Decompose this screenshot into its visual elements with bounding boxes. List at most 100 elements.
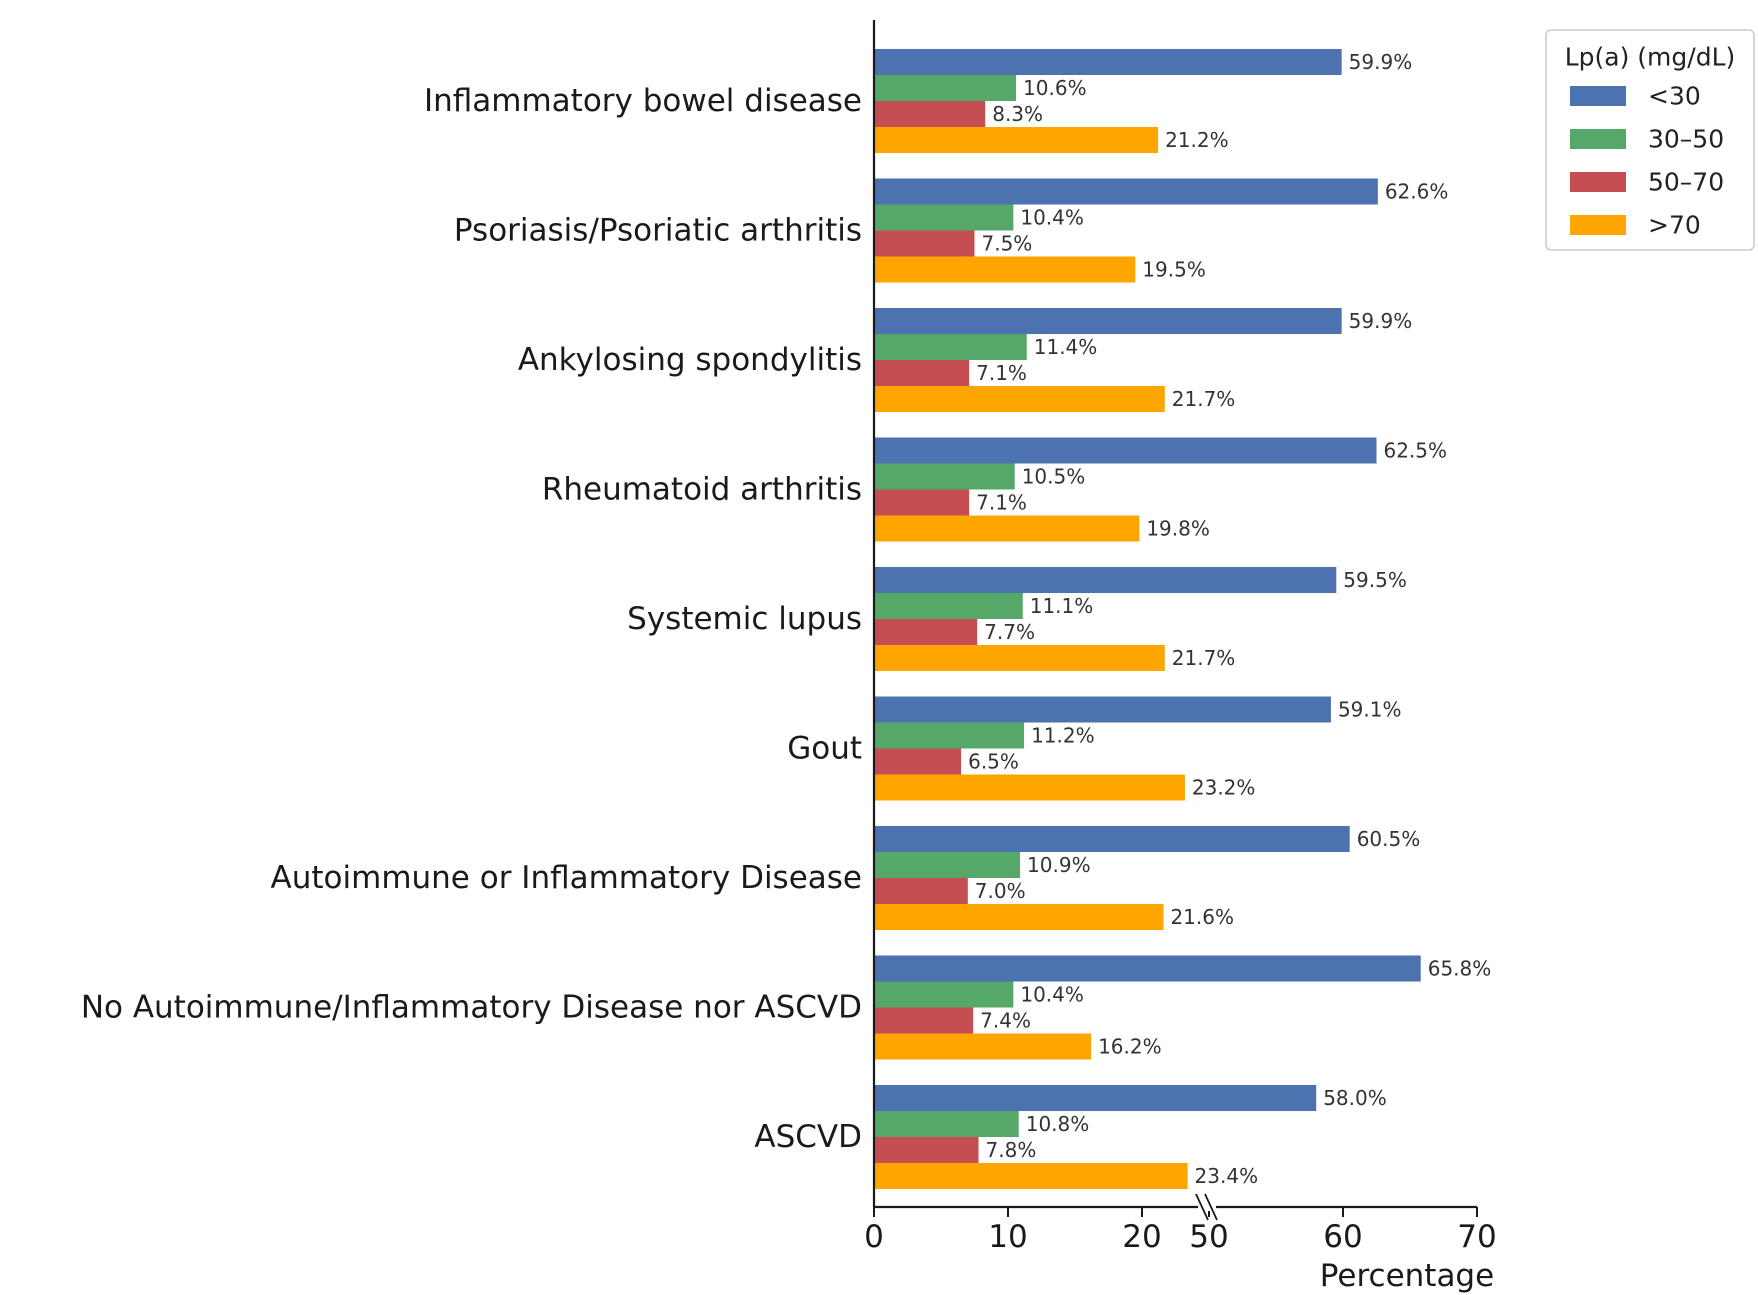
category-label: Psoriasis/Psoriatic arthritis: [454, 213, 862, 249]
bar: [874, 463, 1015, 490]
bar: [874, 230, 975, 257]
x-axis-title: Percentage: [1320, 1258, 1494, 1294]
bar: [874, 101, 986, 127]
bar: [874, 722, 1025, 749]
bar-value-label: 7.7%: [984, 620, 1035, 644]
x-tick-label: 70: [1457, 1219, 1496, 1255]
bar-value-label: 7.1%: [976, 491, 1027, 515]
bar-value-label: 10.5%: [1022, 465, 1086, 489]
bar-value-label: 7.1%: [976, 361, 1027, 385]
bar-value-label: 59.1%: [1338, 698, 1402, 722]
x-tick-label: 20: [1122, 1219, 1161, 1255]
axis-break-slash: [1204, 1193, 1218, 1221]
legend-swatch: [1570, 215, 1626, 235]
bar-value-label: 21.7%: [1172, 646, 1236, 670]
bar: [874, 904, 1164, 930]
axis-break-gap: [1198, 1203, 1216, 1211]
bar: [874, 256, 1136, 283]
bar: [874, 360, 970, 386]
legend-label: <30: [1648, 82, 1701, 111]
legend-swatch: [1570, 172, 1626, 192]
bar-value-label: 11.1%: [1030, 594, 1094, 618]
axis-break-marker: [1195, 1193, 1218, 1221]
bar-value-label: 60.5%: [1357, 827, 1421, 851]
bar: [874, 178, 1378, 205]
category-label: ASCVD: [754, 1119, 862, 1155]
value-labels-layer: 59.9%10.6%8.3%21.2%62.6%10.4%7.5%19.5%59…: [968, 50, 1491, 1188]
bar-value-label: 11.4%: [1034, 335, 1098, 359]
bar: [874, 49, 1342, 75]
bar: [874, 593, 1023, 619]
x-tick-label: 50: [1189, 1219, 1228, 1255]
bar-value-label: 7.0%: [975, 879, 1026, 903]
legend-title: Lp(a) (mg/dL): [1565, 43, 1736, 72]
category-label: Rheumatoid arthritis: [542, 472, 862, 508]
bar: [874, 955, 1421, 982]
legend-swatch: [1570, 129, 1626, 149]
bar: [874, 127, 1159, 153]
category-labels-layer: Inflammatory bowel disease Psoriasis/Psor…: [81, 83, 862, 1155]
legend: Lp(a) (mg/dL) <30 30–50 50–70 >70: [1545, 29, 1755, 251]
bar: [874, 1163, 1188, 1189]
bar: [874, 774, 1185, 801]
bar-value-label: 7.8%: [986, 1138, 1037, 1162]
bar-value-label: 8.3%: [992, 102, 1043, 126]
x-tick-label: 60: [1323, 1219, 1362, 1255]
legend-label: 50–70: [1648, 168, 1724, 197]
bar-value-label: 59.5%: [1343, 568, 1407, 592]
bar-value-label: 6.5%: [968, 750, 1019, 774]
bar: [874, 619, 978, 645]
bar-value-label: 7.5%: [982, 232, 1033, 256]
bar: [874, 1137, 979, 1163]
bar: [874, 696, 1331, 723]
bar-value-label: 62.6%: [1385, 180, 1449, 204]
legend-swatch: [1570, 86, 1626, 106]
bar-value-label: 59.9%: [1349, 309, 1413, 333]
bar: [874, 1085, 1317, 1111]
x-tick-label: 10: [988, 1219, 1027, 1255]
bar-value-label: 16.2%: [1098, 1035, 1162, 1059]
bar: [874, 981, 1014, 1008]
category-label: Inflammatory bowel disease: [424, 83, 862, 119]
bar: [874, 1007, 974, 1034]
bar: [874, 748, 962, 775]
bar: [874, 386, 1165, 412]
legend-frame: [1545, 29, 1755, 251]
bar: [874, 75, 1017, 101]
bar-value-label: 19.5%: [1142, 258, 1206, 282]
bar-value-label: 19.8%: [1146, 517, 1210, 541]
bar-value-label: 21.2%: [1165, 128, 1229, 152]
bar: [874, 334, 1027, 360]
axis-break-slash: [1195, 1193, 1209, 1221]
category-label: Ankylosing spondylitis: [518, 342, 862, 378]
bar-value-label: 10.4%: [1020, 983, 1084, 1007]
bar-value-label: 65.8%: [1428, 957, 1492, 981]
bar-value-label: 59.9%: [1349, 50, 1413, 74]
bar: [874, 826, 1350, 852]
bar: [874, 204, 1014, 231]
bar: [874, 878, 968, 904]
bar-value-label: 7.4%: [980, 1009, 1031, 1033]
bar: [874, 489, 970, 516]
bar: [874, 308, 1342, 334]
x-tick-label: 0: [864, 1219, 884, 1255]
bar-value-label: 62.5%: [1384, 439, 1448, 463]
bar-value-label: 10.4%: [1020, 206, 1084, 230]
bar: [874, 645, 1165, 671]
bar-value-label: 11.2%: [1031, 724, 1095, 748]
bar: [874, 852, 1021, 878]
category-label: Gout: [787, 731, 862, 767]
bar: [874, 1033, 1092, 1060]
category-label: Systemic lupus: [627, 601, 862, 637]
legend-label: >70: [1648, 211, 1701, 240]
bars-layer: [874, 49, 1421, 1189]
bar-value-label: 10.9%: [1027, 853, 1091, 877]
bar-value-label: 58.0%: [1323, 1086, 1387, 1110]
category-label: Autoimmune or Inflammatory Disease: [271, 860, 862, 896]
x-ticks-layer: 0 10 20 50 60 70: [864, 1207, 1497, 1255]
bar: [874, 515, 1140, 542]
bar-value-label: 21.7%: [1172, 387, 1236, 411]
legend-label: 30–50: [1648, 125, 1724, 154]
bar: [874, 437, 1377, 464]
